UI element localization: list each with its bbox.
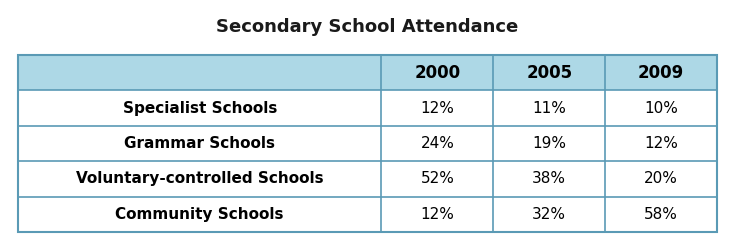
Bar	[18, 55, 717, 90]
Bar	[18, 90, 717, 126]
Text: 19%: 19%	[532, 136, 566, 151]
Bar	[18, 126, 717, 161]
Bar	[18, 161, 717, 197]
Text: 12%: 12%	[420, 100, 454, 116]
Text: 32%: 32%	[532, 207, 566, 222]
Text: Voluntary-controlled Schools: Voluntary-controlled Schools	[76, 171, 323, 186]
Text: Community Schools: Community Schools	[115, 207, 284, 222]
Text: 11%: 11%	[532, 100, 566, 116]
Text: 2005: 2005	[526, 64, 573, 82]
Text: 2009: 2009	[638, 64, 684, 82]
Text: 24%: 24%	[420, 136, 454, 151]
Text: Secondary School Attendance: Secondary School Attendance	[216, 19, 519, 36]
Text: 20%: 20%	[644, 171, 678, 186]
Text: 38%: 38%	[532, 171, 566, 186]
Bar	[18, 197, 717, 232]
Bar	[18, 55, 717, 232]
Text: 58%: 58%	[644, 207, 678, 222]
Text: Specialist Schools: Specialist Schools	[123, 100, 277, 116]
Text: 12%: 12%	[644, 136, 678, 151]
Text: 2000: 2000	[415, 64, 460, 82]
Text: Grammar Schools: Grammar Schools	[124, 136, 275, 151]
Text: 12%: 12%	[420, 207, 454, 222]
Text: 10%: 10%	[644, 100, 678, 116]
Text: 52%: 52%	[420, 171, 454, 186]
